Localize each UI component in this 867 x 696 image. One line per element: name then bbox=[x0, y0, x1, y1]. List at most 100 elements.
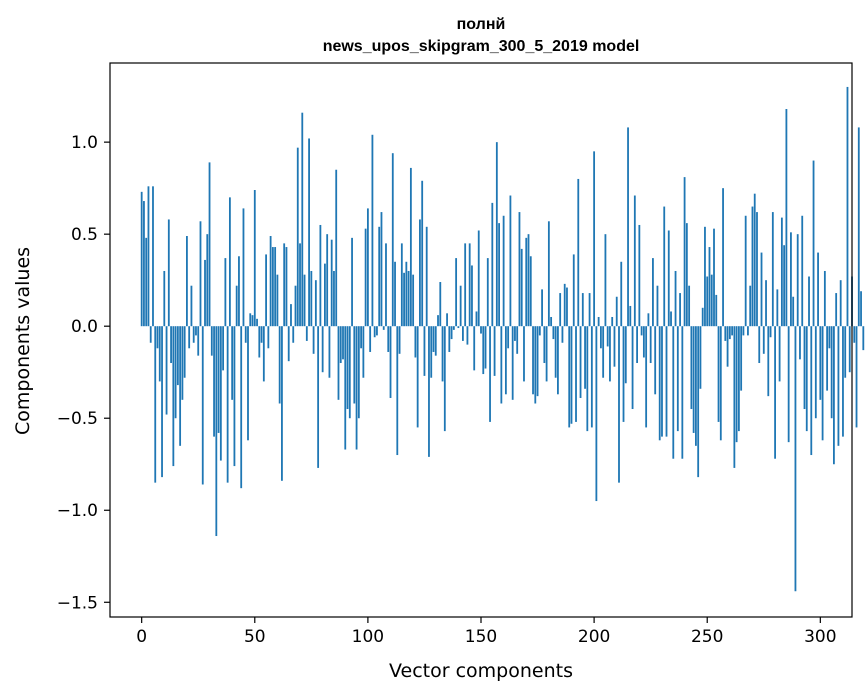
bar bbox=[391, 153, 394, 327]
bar bbox=[697, 326, 700, 478]
bar bbox=[446, 313, 448, 327]
bar bbox=[719, 326, 722, 441]
bar bbox=[590, 326, 593, 428]
bar bbox=[238, 256, 240, 327]
bar bbox=[260, 326, 263, 343]
bar bbox=[658, 326, 661, 441]
bar bbox=[735, 326, 738, 443]
bar bbox=[799, 326, 801, 360]
bar bbox=[303, 274, 306, 327]
bar bbox=[158, 326, 161, 382]
bar bbox=[337, 326, 340, 400]
bar bbox=[143, 201, 145, 327]
bar bbox=[597, 316, 600, 327]
bar bbox=[498, 223, 500, 327]
x-axis-label: Vector components bbox=[389, 660, 573, 682]
bar bbox=[502, 215, 505, 327]
bar bbox=[253, 190, 256, 327]
bar bbox=[274, 247, 277, 327]
bar bbox=[407, 270, 410, 327]
bar bbox=[452, 326, 455, 330]
bar bbox=[491, 202, 494, 327]
bar bbox=[862, 326, 865, 351]
bar bbox=[378, 226, 381, 327]
bar bbox=[473, 326, 476, 371]
x-tick-label: 200 bbox=[578, 627, 610, 647]
bar bbox=[348, 326, 351, 419]
y-tick-label: 0.0 bbox=[71, 317, 98, 337]
bar bbox=[421, 180, 424, 327]
bar bbox=[860, 291, 862, 327]
bar bbox=[541, 289, 543, 327]
bar bbox=[690, 326, 693, 410]
bar bbox=[543, 326, 546, 364]
y-axis-label: Components values bbox=[12, 247, 34, 435]
bar bbox=[724, 326, 727, 341]
bar bbox=[622, 326, 625, 422]
bar bbox=[468, 243, 471, 327]
bar bbox=[321, 326, 324, 373]
bar bbox=[484, 326, 487, 369]
bar bbox=[409, 167, 412, 327]
bar bbox=[285, 247, 288, 327]
bar bbox=[563, 283, 566, 327]
bar bbox=[699, 326, 702, 389]
bar bbox=[577, 178, 580, 327]
bar bbox=[654, 326, 657, 395]
bar bbox=[385, 243, 387, 327]
bar bbox=[394, 261, 396, 327]
bar bbox=[480, 326, 482, 334]
bar bbox=[362, 326, 365, 378]
bar bbox=[667, 230, 670, 327]
bar bbox=[265, 254, 267, 327]
bar bbox=[477, 230, 480, 327]
bar bbox=[412, 274, 415, 327]
bar bbox=[516, 326, 519, 354]
bar bbox=[570, 326, 573, 424]
bar bbox=[294, 285, 297, 327]
bar bbox=[156, 326, 159, 349]
bar bbox=[762, 326, 765, 354]
bar bbox=[464, 243, 467, 327]
bar bbox=[174, 326, 177, 419]
bar bbox=[615, 296, 618, 327]
bar bbox=[222, 326, 225, 371]
bar bbox=[520, 248, 523, 327]
bar bbox=[514, 326, 516, 341]
bar bbox=[351, 237, 353, 327]
bar bbox=[717, 326, 720, 422]
bar bbox=[262, 326, 265, 382]
bar bbox=[713, 228, 715, 327]
bar bbox=[557, 326, 559, 395]
bar bbox=[606, 326, 609, 347]
bar bbox=[710, 274, 713, 327]
bar bbox=[681, 326, 684, 459]
bar bbox=[330, 239, 333, 327]
bar bbox=[611, 316, 614, 327]
bar bbox=[459, 285, 462, 327]
bar bbox=[240, 326, 243, 489]
bar bbox=[701, 307, 704, 327]
bar bbox=[656, 285, 659, 327]
bar bbox=[226, 326, 229, 483]
bar bbox=[305, 326, 308, 341]
bar bbox=[244, 326, 247, 343]
bar bbox=[376, 326, 378, 336]
bar bbox=[371, 134, 374, 327]
bar bbox=[545, 326, 548, 382]
bar bbox=[552, 326, 555, 340]
bar bbox=[369, 326, 372, 352]
bar bbox=[278, 326, 281, 404]
bar bbox=[613, 326, 616, 367]
bar bbox=[292, 326, 295, 343]
bar bbox=[848, 326, 851, 373]
bar bbox=[511, 326, 514, 400]
bar bbox=[744, 215, 747, 327]
bar bbox=[586, 326, 589, 432]
bar bbox=[439, 282, 442, 327]
bar bbox=[186, 236, 188, 327]
bar bbox=[215, 326, 218, 537]
bar bbox=[448, 326, 451, 352]
bar bbox=[839, 280, 842, 327]
y-axis: −1.5 −1.0 −0.5 0.0 0.5 1.0 bbox=[57, 133, 110, 613]
